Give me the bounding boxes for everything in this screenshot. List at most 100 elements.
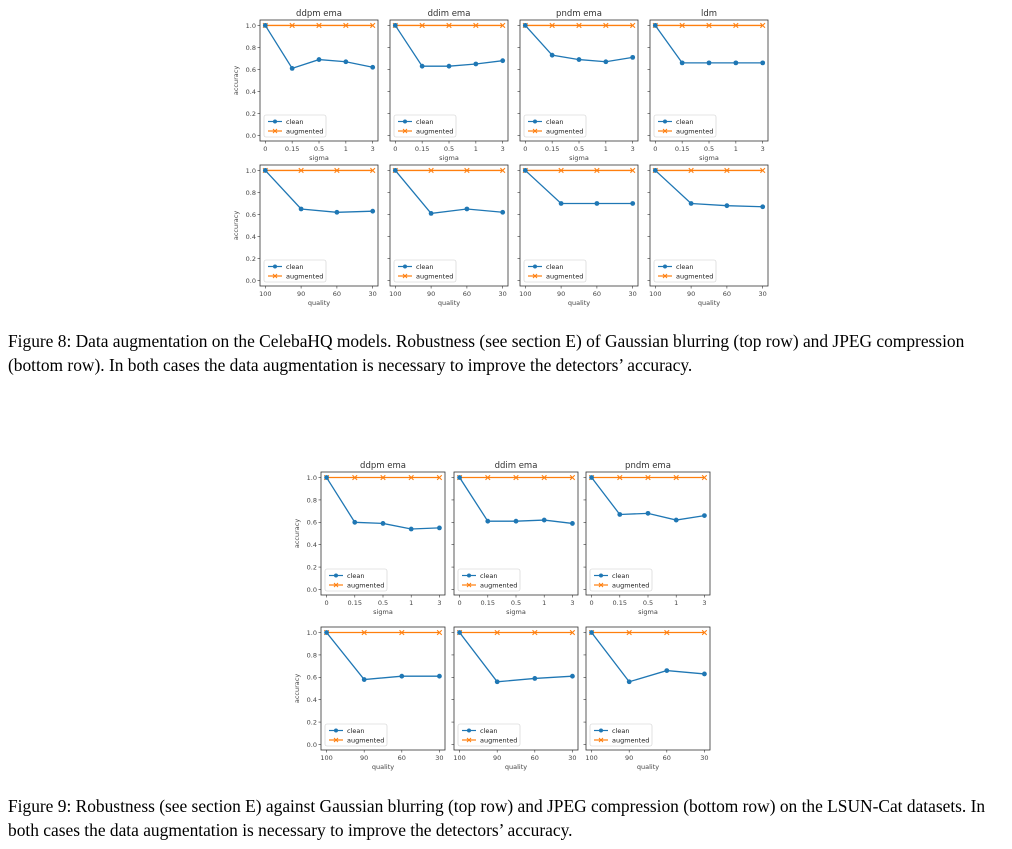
y-tick-label: 0.8 [246,44,256,52]
point-augmented [500,22,506,29]
point-augmented [706,22,712,29]
legend-marker-augmented [466,737,472,743]
point-clean [589,630,594,635]
figure-9-caption: Figure 9: Robustness (see section E) aga… [8,796,986,840]
legend-marker-augmented [333,737,339,743]
legend-marker-clean [599,573,603,578]
legend-label-clean: clean [546,263,563,271]
point-clean [370,64,376,70]
legend-marker-augmented [662,273,668,279]
point-augmented [513,474,519,481]
legend-marker-clean [403,119,407,124]
chart-panel-fig9-r2-c1: 0.0 0.2 0.4 0.6 0.8 1.0 accuracy 100 90 60 30 quali… [293,626,446,771]
point-augmented [419,22,425,29]
x-tick-label: 0.5 [314,145,324,153]
y-tick-label: 0.8 [246,189,256,197]
x-tick-label: 3 [761,145,765,153]
point-augmented [569,474,576,481]
point-clean [760,204,766,210]
point-clean [437,525,442,531]
point-clean [603,59,609,65]
legend-label-clean: clean [546,118,563,126]
x-axis-label: sigma [699,154,719,162]
point-clean [352,519,358,525]
legend-marker-augmented [466,582,472,588]
series-line-clean [264,170,373,213]
x-tick-label: 90 [493,754,501,762]
x-tick-label: 0.15 [348,599,362,607]
legend-label-clean: clean [347,572,364,580]
x-axis-label: sigma [373,608,393,616]
point-augmented [494,629,500,636]
x-tick-label: 0.5 [643,599,653,607]
point-clean [473,61,479,67]
point-clean [324,475,329,480]
point-augmented [316,22,322,29]
legend-marker-clean [334,573,338,578]
point-clean [500,209,506,215]
x-axis-label: quality [308,299,330,307]
legend-label-clean: clean [480,727,497,735]
y-tick-label: 0.4 [246,88,256,96]
legend-label-augmented: augmented [286,273,323,281]
y-tick-label: 0.2 [307,718,317,726]
x-tick-label: 0.5 [704,145,714,153]
chart-panel-fig8-r2-c3: 100 90 60 30 quality clean augmented [517,164,639,307]
chart-panel-fig9-r1-c3: pndm ema 0 0.15 0.5 1 3 sigma clean augmented [583,461,711,616]
x-axis-label: quality [698,299,720,307]
point-augmented [549,22,555,29]
point-augmented [760,167,766,174]
series-line-clean [326,632,440,681]
point-clean [645,510,651,516]
legend-label-clean: clean [676,263,693,271]
point-augmented [673,474,679,481]
x-tick-label: 100 [519,290,531,298]
point-clean [399,673,405,679]
point-clean [500,58,506,64]
x-tick-label: 100 [649,290,661,298]
x-axis-label: quality [438,299,460,307]
x-axis-label: quality [372,763,394,771]
x-tick-label: 0 [590,599,594,607]
y-tick-label: 0.6 [246,211,256,219]
x-tick-label: 3 [702,599,706,607]
series-line-clean [524,169,633,205]
point-augmented [576,22,582,29]
x-tick-label: 1 [344,145,348,153]
legend-label-augmented: augmented [416,128,453,136]
legend-label-clean: clean [612,572,629,580]
point-clean [485,518,491,524]
legend-marker-augmented [333,582,339,588]
point-clean [706,60,712,66]
point-clean [652,23,658,28]
point-augmented [298,167,304,174]
chart-panel-fig9-r1-c2: ddim ema 0 0.15 0.5 1 3 sigma clean augmented [451,461,579,616]
x-tick-label: 90 [297,290,305,298]
chart-panel-fig8-r2-c1: 0.0 0.2 0.4 0.6 0.8 1.0 accuracy 100 90 60 30 quali… [232,164,379,307]
point-clean [419,63,425,69]
point-clean [370,208,376,214]
legend-label-clean: clean [676,118,693,126]
panel-title: ddpm ema [296,9,342,19]
point-clean [298,206,304,212]
point-augmented [630,22,636,29]
panel-title: ddim ema [428,9,471,19]
point-augmented [334,167,340,174]
legend-marker-clean [533,264,537,269]
legend-label-augmented: augmented [546,273,583,281]
x-tick-label: 0.15 [613,599,627,607]
y-axis-label: accuracy [232,211,240,240]
point-augmented [408,474,414,481]
point-augmented [733,22,739,29]
legend-marker-augmented [532,273,538,279]
chart-panel-fig8-r1-c4: ldm 0 0.15 0.5 1 3 sigma clean augmented [647,9,769,162]
point-augmented [289,22,295,29]
y-tick-label: 0.2 [246,255,256,263]
x-tick-label: 0 [325,599,329,607]
y-tick-label: 0.4 [307,541,317,549]
legend-marker-augmented [402,273,408,279]
y-tick-label: 0.0 [307,741,317,749]
x-tick-label: 0.5 [511,599,521,607]
point-clean [630,54,636,60]
